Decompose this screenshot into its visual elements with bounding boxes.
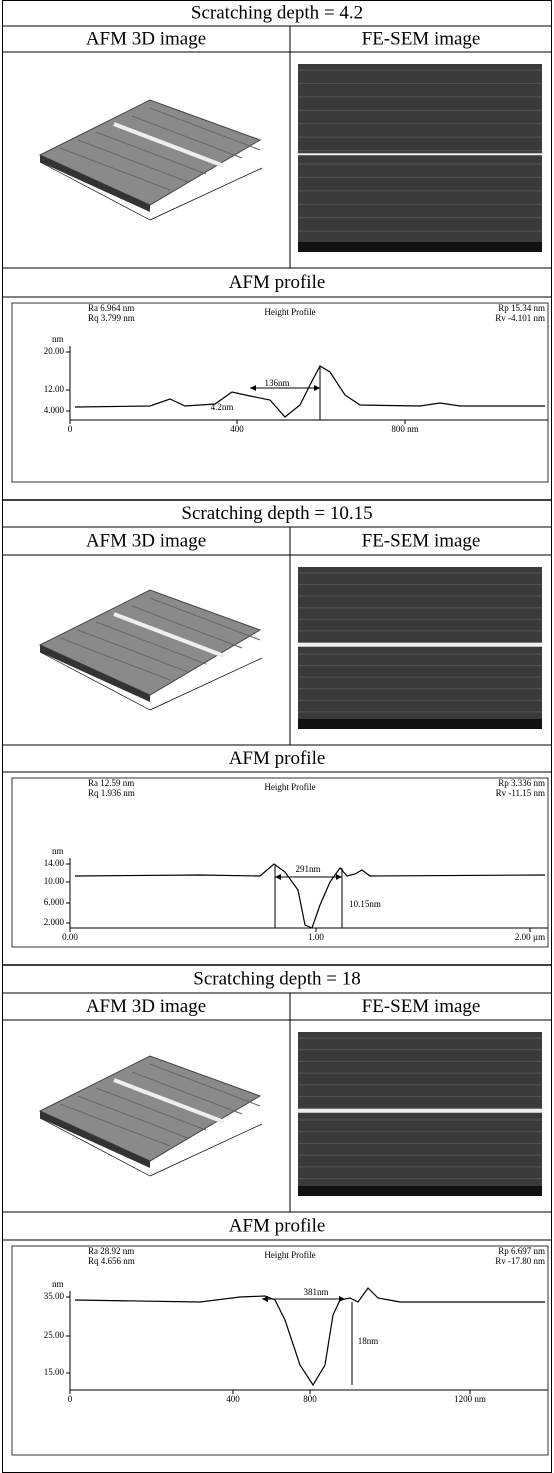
y-tick-label: 2.000 [44, 917, 65, 927]
sem-info-bar [298, 719, 542, 729]
afm-ridge [95, 621, 207, 665]
y-tick-label: 10.00 [44, 876, 65, 886]
fe-sem-image [298, 567, 542, 729]
afm-ridge [59, 1103, 171, 1147]
annotation: 10.15nm [349, 899, 381, 909]
y-tick-label: 20.00 [44, 346, 65, 356]
annotation: 291nm [295, 864, 320, 874]
section: Scratching depth = 18 AFM 3D image FE-SEM … [11, 968, 549, 1456]
section-title: Scratching depth = 18 [193, 968, 360, 989]
y-tick-label: 4.000 [44, 405, 65, 415]
stat-left: Rq 4.656 nm [88, 1256, 135, 1266]
section: Scratching depth = 4.2 AFM 3D image FE-SEM… [11, 2, 549, 483]
afm-ridge [77, 139, 189, 183]
afm-3d-side [40, 1111, 150, 1168]
y-unit: nm [52, 846, 64, 856]
afm-ridge [113, 612, 225, 658]
y-tick-label: 35.00 [44, 1291, 65, 1301]
fe-sem-image [298, 64, 542, 252]
sem-info-bar [298, 1186, 542, 1196]
x-tick-label: 2.00 µm [515, 932, 545, 942]
profile-title: Height Profile [264, 1250, 315, 1260]
annotation: 136nm [264, 378, 289, 388]
afm-ridge [131, 605, 243, 649]
stat-right: Rp 15.34 nm [498, 303, 545, 313]
fe-sem-image [298, 1032, 542, 1196]
column-header: FE-SEM image [362, 530, 481, 551]
section-title: Scratching depth = 10.15 [181, 503, 372, 524]
sem-info-bar [298, 242, 542, 252]
profile-header: AFM profile [229, 1215, 326, 1236]
y-tick-label: 14.00 [44, 858, 65, 868]
profile-header: AFM profile [229, 748, 326, 769]
section: Scratching depth = 10.15 AFM 3D image FE-S… [11, 503, 549, 948]
afm-ridge [113, 1078, 225, 1124]
stat-right: Rv -17.80 nm [495, 1256, 545, 1266]
x-tick-label: 1.00 [308, 932, 324, 942]
stat-left: Ra 6.964 nm [88, 303, 134, 313]
y-unit: nm [52, 334, 64, 344]
column-header: FE-SEM image [362, 28, 481, 49]
x-tick-label: 1200 nm [454, 1394, 486, 1404]
x-tick-label: 400 [226, 1394, 240, 1404]
afm-ridge [149, 597, 261, 641]
afm-ridge [77, 629, 189, 673]
profile-title: Height Profile [264, 307, 315, 317]
column-header: AFM 3D image [86, 530, 206, 551]
annotation: 4.2nm [211, 402, 234, 412]
afm-ridge [149, 107, 261, 151]
afm-axis [39, 1117, 151, 1177]
afm-axis [39, 161, 151, 221]
column-header: FE-SEM image [362, 996, 481, 1017]
profile-curve [74, 365, 545, 418]
afm-axis [149, 657, 263, 711]
afm-ridge [59, 637, 171, 681]
column-header: AFM 3D image [86, 28, 206, 49]
annotation: 381nm [303, 1287, 328, 1297]
stat-left: Rq 3.799 nm [88, 313, 135, 323]
afm-3d-side [40, 645, 150, 702]
annotation: 18nm [358, 1336, 379, 1346]
profile-frame [11, 302, 549, 483]
y-tick-label: 15.00 [44, 1367, 65, 1377]
afm-ridge [77, 1095, 189, 1139]
stat-left: Rq 1.936 nm [88, 788, 135, 798]
x-tick-label: 400 [230, 424, 244, 434]
profile-curve [74, 1287, 545, 1387]
x-tick-label: 0 [68, 1394, 73, 1404]
afm-3d-side [40, 155, 150, 212]
stat-right: Rp 6.697 nm [498, 1246, 545, 1256]
x-tick-label: 800 nm [391, 424, 418, 434]
y-tick-label: 6.000 [44, 897, 65, 907]
profile-title: Height Profile [264, 782, 315, 792]
afm-axis [149, 1123, 263, 1177]
afm-ridge [95, 131, 207, 175]
section-title: Scratching depth = 4.2 [191, 2, 363, 23]
profile-curve [74, 863, 546, 929]
afm-ridge [131, 1071, 243, 1115]
profile-header: AFM profile [229, 272, 326, 293]
afm-ridge [149, 1063, 261, 1107]
afm-axis [39, 651, 151, 711]
afm-ridge [131, 115, 243, 159]
y-tick-label: 25.00 [44, 1330, 65, 1340]
stat-right: Rv -4.101 nm [495, 313, 545, 323]
profile-frame [11, 1245, 549, 1456]
afm-ridge [113, 122, 225, 168]
stat-right: Rv -11.15 nm [496, 788, 545, 798]
afm-axis [149, 167, 263, 221]
profile-frame [11, 777, 549, 948]
x-tick-label: 800 [303, 1394, 317, 1404]
stat-left: Ra 28.92 nm [88, 1246, 134, 1256]
stat-right: Rp 3.336 nm [498, 778, 545, 788]
column-header: AFM 3D image [86, 996, 206, 1017]
x-tick-label: 0 [68, 424, 73, 434]
y-unit: nm [52, 1279, 64, 1289]
afm-ridge [95, 1087, 207, 1131]
y-tick-label: 12.00 [44, 384, 65, 394]
stat-left: Ra 12.59 nm [88, 778, 134, 788]
x-tick-label: 0.00 [62, 932, 78, 942]
afm-ridge [59, 147, 171, 191]
